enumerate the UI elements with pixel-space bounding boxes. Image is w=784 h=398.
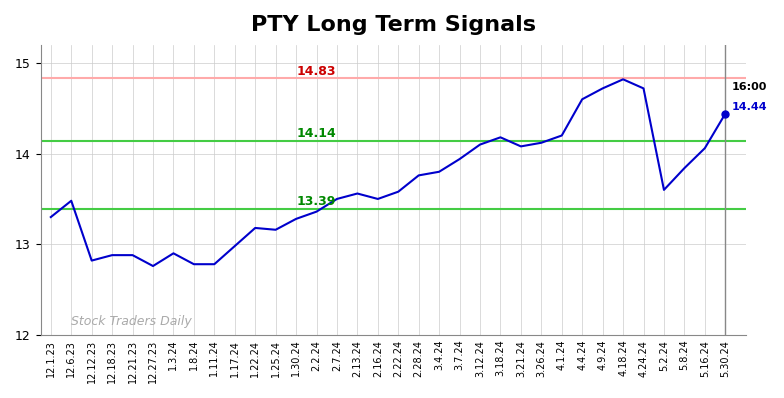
- Text: 14.83: 14.83: [297, 65, 336, 78]
- Title: PTY Long Term Signals: PTY Long Term Signals: [251, 15, 535, 35]
- Text: 16:00: 16:00: [731, 82, 767, 92]
- Text: 14.14: 14.14: [296, 127, 336, 140]
- Text: 14.44: 14.44: [731, 101, 767, 111]
- Text: 13.39: 13.39: [297, 195, 336, 208]
- Text: Stock Traders Daily: Stock Traders Daily: [71, 315, 192, 328]
